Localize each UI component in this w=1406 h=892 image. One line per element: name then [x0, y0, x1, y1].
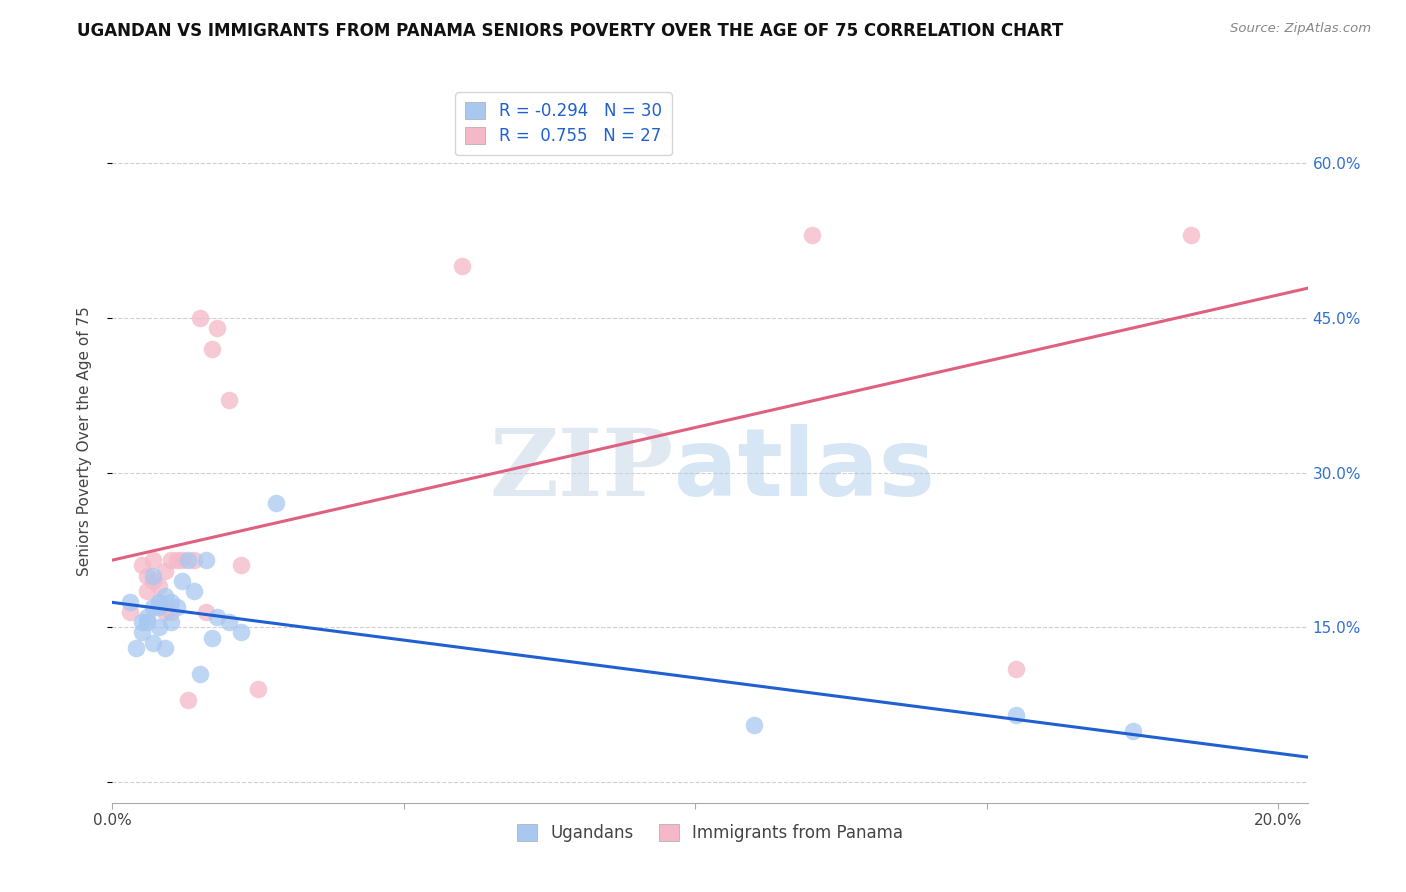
Point [207, 610, 229, 624]
Point [153, 605, 176, 619]
Text: UGANDAN VS IMMIGRANTS FROM PANAMA SENIORS POVERTY OVER THE AGE OF 75 CORRELATION: UGANDAN VS IMMIGRANTS FROM PANAMA SENIOR… [77, 22, 1063, 40]
Point [1122, 723, 1144, 738]
Point [177, 553, 200, 567]
Point [194, 553, 217, 567]
Text: Source: ZipAtlas.com: Source: ZipAtlas.com [1230, 22, 1371, 36]
Point [177, 692, 200, 706]
Point [172, 574, 194, 588]
Point [166, 599, 188, 614]
Point [1005, 662, 1028, 676]
Point [142, 574, 165, 588]
Point [218, 615, 240, 630]
Point [148, 594, 170, 608]
Point [125, 640, 148, 655]
Point [183, 553, 205, 567]
Point [229, 625, 252, 640]
Point [136, 584, 159, 599]
Point [159, 605, 181, 619]
Point [207, 321, 229, 335]
Point [131, 625, 153, 640]
Point [229, 558, 252, 573]
Point [200, 631, 222, 645]
Point [136, 615, 159, 630]
Point [148, 620, 170, 634]
Point [451, 259, 474, 273]
Point [118, 594, 141, 608]
Point [142, 568, 165, 582]
Point [159, 553, 181, 567]
Point [742, 718, 765, 732]
Point [200, 342, 222, 356]
Point [159, 615, 181, 630]
Point [136, 610, 159, 624]
Point [264, 496, 287, 510]
Point [1180, 228, 1202, 243]
Point [131, 615, 153, 630]
Point [142, 636, 165, 650]
Point [188, 666, 211, 681]
Point [247, 682, 270, 697]
Point [142, 553, 165, 567]
Text: ZIP: ZIP [489, 425, 675, 516]
Text: atlas: atlas [675, 425, 935, 516]
Point [131, 558, 153, 573]
Point [153, 640, 176, 655]
Legend: Ugandans, Immigrants from Panama: Ugandans, Immigrants from Panama [510, 817, 910, 848]
Point [153, 590, 176, 604]
Point [172, 553, 194, 567]
Point [1005, 708, 1028, 723]
Point [159, 594, 181, 608]
Point [188, 310, 211, 325]
Point [194, 605, 217, 619]
Point [148, 594, 170, 608]
Point [166, 553, 188, 567]
Point [218, 393, 240, 408]
Point [801, 228, 824, 243]
Point [136, 568, 159, 582]
Point [148, 599, 170, 614]
Y-axis label: Seniors Poverty Over the Age of 75: Seniors Poverty Over the Age of 75 [77, 307, 91, 576]
Point [118, 605, 141, 619]
Point [148, 579, 170, 593]
Point [183, 584, 205, 599]
Point [142, 599, 165, 614]
Point [153, 564, 176, 578]
